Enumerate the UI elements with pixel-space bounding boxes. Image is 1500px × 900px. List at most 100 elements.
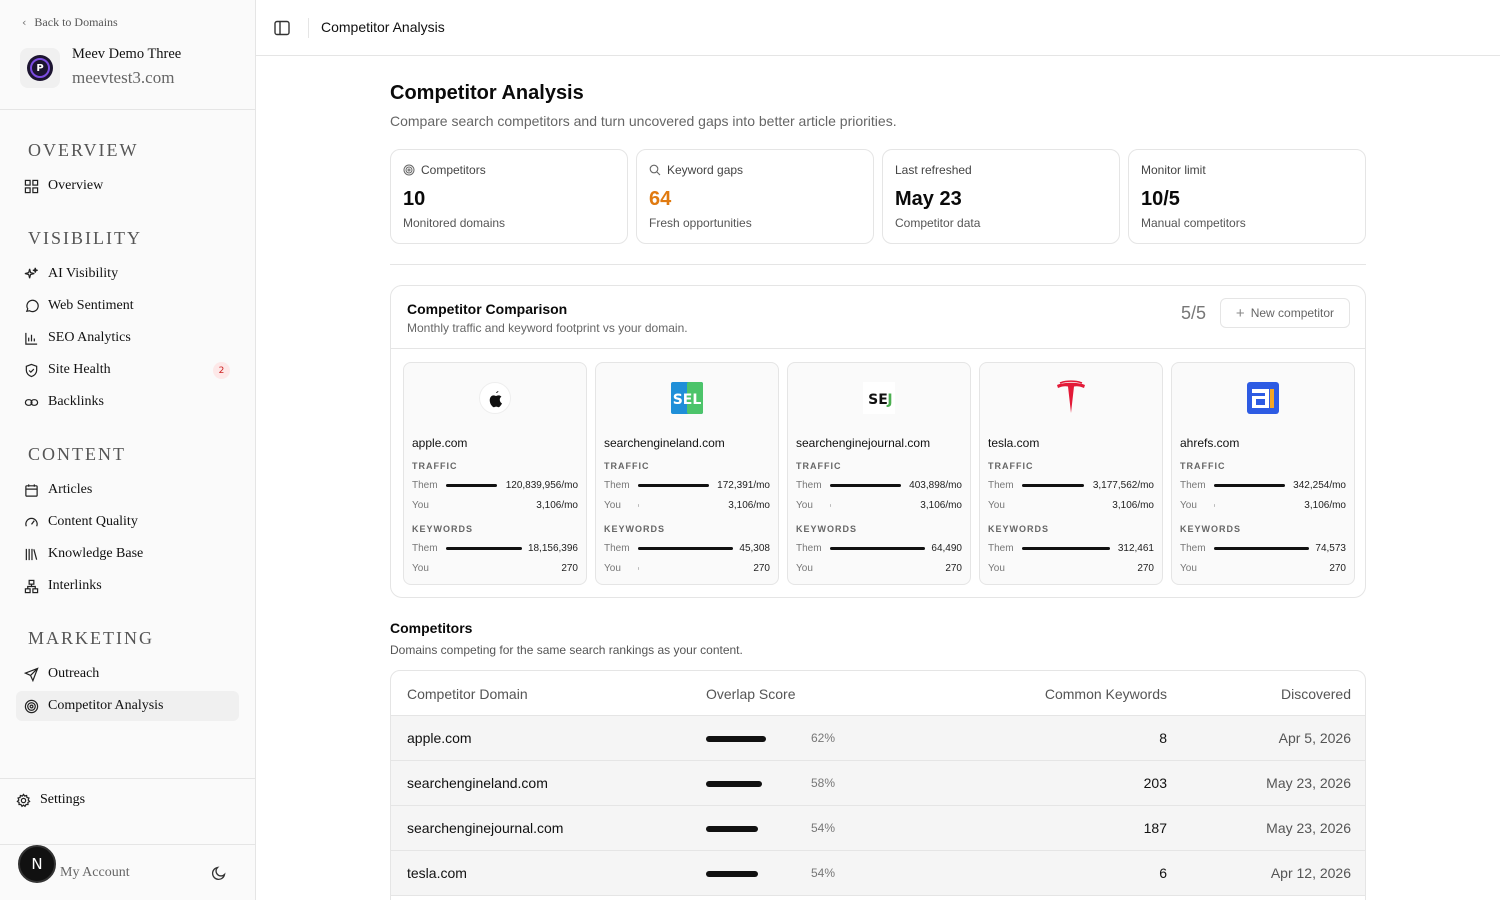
competitor-card[interactable]: tesla.com TRAFFIC Them 3,177,562/mo You 3,…	[979, 362, 1163, 585]
stat-label: Last refreshed	[895, 163, 972, 177]
competitor-card[interactable]: SEL searchengineland.com TRAFFIC Them 172…	[595, 362, 779, 585]
common-keywords: 203	[1143, 775, 1167, 791]
overlap-bar	[706, 736, 766, 742]
sidebar-item-interlinks[interactable]: Interlinks	[16, 571, 239, 601]
divider	[308, 18, 309, 38]
sidebar-item-label: Articles	[48, 482, 93, 497]
sidebar-item-knowledge-base[interactable]: Knowledge Base	[16, 539, 239, 569]
stat-card-monitor-limit: Monitor limit 10/5 Manual competitors	[1128, 149, 1366, 244]
avatar[interactable]: N	[18, 845, 56, 883]
network-icon	[24, 579, 39, 593]
table-row[interactable]: searchengineland.com 58% 203 May 23, 202…	[391, 761, 1365, 806]
svg-text:SEL: SEL	[673, 392, 702, 408]
link-icon	[24, 398, 39, 406]
column-header[interactable]: Overlap Score	[706, 686, 796, 702]
table-row[interactable]: searchenginejournal.com 54% 187 May 23, …	[391, 806, 1365, 851]
row-domain: tesla.com	[407, 865, 467, 881]
sidebar-item-competitor-analysis[interactable]: Competitor Analysis	[16, 691, 239, 721]
sidebar-item-label: SEO Analytics	[48, 330, 131, 345]
sidebar-item-site-health[interactable]: Site Health 2	[16, 355, 239, 385]
keywords-heading: KEYWORDS	[1180, 524, 1242, 534]
traffic-them-row: Them 342,254/mo	[1180, 480, 1346, 491]
domain-name: Meev Demo Three	[72, 46, 182, 62]
svg-text:J: J	[886, 392, 892, 408]
sidebar-item-label: Backlinks	[48, 394, 104, 409]
table-row[interactable]: tesla.com 54% 6 Apr 12, 2026	[391, 851, 1365, 896]
overlap-percent: 54%	[811, 821, 836, 835]
sidebar-item-label: Knowledge Base	[48, 546, 144, 561]
divider	[391, 348, 1365, 349]
sidebar-item-label: Outreach	[48, 666, 100, 681]
competitor-card[interactable]: SE J searchenginejournal.com TRAFFIC Them…	[787, 362, 971, 585]
table-row[interactable]: apple.com 62% 8 Apr 5, 2026	[391, 716, 1365, 761]
sidebar-item-ai-visibility[interactable]: AI Visibility	[16, 259, 239, 289]
row-domain: apple.com	[407, 730, 472, 746]
sidebar-item-label: Web Sentiment	[48, 298, 134, 313]
new-competitor-button[interactable]: + New competitor	[1220, 298, 1350, 328]
domain-logo: P	[20, 48, 60, 88]
divider	[390, 264, 1366, 265]
settings-link[interactable]: Settings	[16, 792, 85, 808]
sidebar-item-content-quality[interactable]: Content Quality	[16, 507, 239, 537]
competitor-card[interactable]: ahrefs.com TRAFFIC Them 342,254/mo You 3,1…	[1171, 362, 1355, 585]
traffic-heading: TRAFFIC	[604, 461, 650, 471]
sidebar-item-articles[interactable]: Articles	[16, 475, 239, 505]
overlap-percent: 54%	[811, 866, 836, 880]
comparison-subtitle: Monthly traffic and keyword footprint vs…	[407, 321, 688, 335]
domain-url: meevtest3.com	[72, 68, 175, 87]
traffic-you-row: You 3,106/mo	[604, 500, 770, 511]
sidebar-item-label: Interlinks	[48, 578, 102, 593]
sidebar-item-label: Competitor Analysis	[48, 698, 164, 713]
page-subtitle: Compare search competitors and turn unco…	[390, 113, 897, 129]
back-to-domains-link[interactable]: ‹ Back to Domains	[22, 15, 118, 30]
page-title: Competitor Analysis	[390, 82, 584, 104]
keywords-you-row: You 270	[412, 563, 578, 574]
discovered-date: May 23, 2026	[1266, 820, 1351, 836]
divider	[0, 109, 256, 110]
ahrefs-logo	[1247, 382, 1279, 414]
overlap-bar	[706, 826, 758, 832]
tesla-logo	[1055, 380, 1087, 414]
sidebar-item-seo-analytics[interactable]: SEO Analytics	[16, 323, 239, 353]
back-link-label: Back to Domains	[34, 15, 118, 29]
keywords-you-row: You 270	[796, 563, 962, 574]
sidebar-item-overview[interactable]: Overview	[16, 171, 239, 201]
sidebar-toggle-icon[interactable]	[273, 19, 291, 37]
chevron-left-icon: ‹	[22, 16, 27, 29]
stat-label: Monitor limit	[1141, 163, 1206, 177]
keywords-heading: KEYWORDS	[796, 524, 858, 534]
account-row[interactable]: N My Account	[0, 844, 256, 900]
competitor-comparison-panel: Competitor Comparison Monthly traffic an…	[390, 285, 1366, 598]
traffic-them-row: Them 403,898/mo	[796, 480, 962, 491]
apple-logo	[479, 382, 511, 414]
stat-card-keyword-gaps: Keyword gaps 64 Fresh opportunities	[636, 149, 874, 244]
sidebar-item-web-sentiment[interactable]: Web Sentiment	[16, 291, 239, 321]
target-icon	[24, 699, 39, 713]
settings-label: Settings	[40, 792, 86, 807]
comparison-title: Competitor Comparison	[407, 301, 568, 317]
competitor-card[interactable]: apple.com TRAFFIC Them 120,839,956/mo You…	[403, 362, 587, 585]
sidebar-item-label: AI Visibility	[48, 266, 119, 281]
sidebar-item-backlinks[interactable]: Backlinks	[16, 387, 239, 417]
sparkles-icon	[24, 267, 38, 278]
competitor-domain: apple.com	[412, 436, 468, 450]
traffic-you-row: You 3,106/mo	[1180, 500, 1346, 511]
sidebar-item-outreach[interactable]: Outreach	[16, 659, 239, 689]
stat-value: 10/5	[1141, 188, 1180, 210]
traffic-them-row: Them 120,839,956/mo	[412, 480, 578, 491]
moon-icon[interactable]	[211, 865, 227, 881]
column-header[interactable]: Competitor Domain	[407, 686, 528, 702]
keywords-heading: KEYWORDS	[988, 524, 1050, 534]
competitor-count: 5/5	[1181, 303, 1207, 323]
gauge-icon	[25, 517, 38, 526]
traffic-you-row: You 3,106/mo	[796, 500, 962, 511]
plus-icon: +	[1235, 304, 1245, 322]
search-icon	[649, 164, 661, 176]
traffic-them-row: Them 172,391/mo	[604, 480, 770, 491]
stat-card-competitors: Competitors 10 Monitored domains	[390, 149, 628, 244]
column-header[interactable]: Common Keywords	[1044, 686, 1167, 702]
competitor-domain: searchengineland.com	[604, 436, 725, 450]
discovered-date: Apr 12, 2026	[1270, 865, 1351, 881]
column-header[interactable]: Discovered	[1280, 686, 1351, 702]
overlap-bar	[706, 781, 762, 787]
